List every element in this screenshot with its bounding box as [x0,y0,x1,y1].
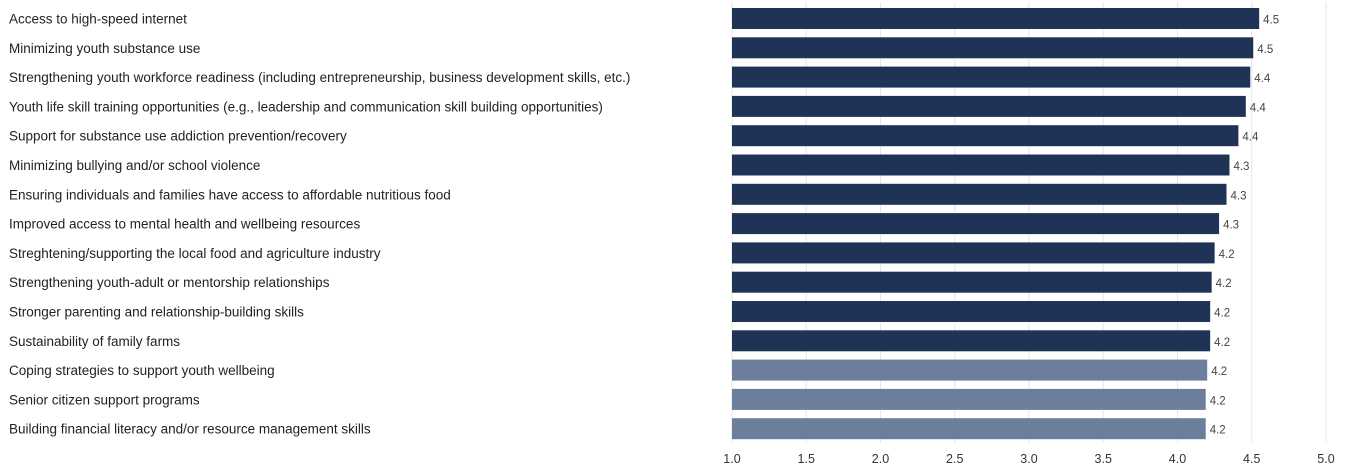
value-label: 4.4 [1242,132,1259,144]
category-label: Strengthening youth workforce readiness … [9,70,630,85]
bar [732,154,1230,176]
x-tick-label: 2.0 [872,452,889,466]
value-label: 4.4 [1250,102,1267,114]
category-label: Support for substance use addiction prev… [9,129,347,144]
value-label: 4.2 [1216,278,1232,290]
category-label: Building financial literacy and/or resou… [9,422,371,437]
category-label: Strengthening youth-adult or mentorship … [9,275,330,290]
x-tick-label: 4.5 [1243,452,1260,466]
value-label: 4.5 [1257,44,1273,56]
bar [732,330,1211,352]
category-label: Youth life skill training opportunities … [9,99,603,114]
bar [732,213,1220,235]
category-label: Senior citizen support programs [9,392,200,407]
x-tick-label: 4.0 [1169,452,1186,466]
x-tick-label: 1.5 [798,452,815,466]
x-tick-label: 3.5 [1095,452,1112,466]
value-label: 4.2 [1214,337,1230,349]
value-label: 4.3 [1233,161,1249,173]
value-label: 4.3 [1231,190,1247,202]
bar [732,388,1206,410]
bar [732,125,1239,147]
category-label: Stronger parenting and relationship-buil… [9,305,304,320]
bar [732,301,1211,322]
category-labels: Access to high-speed internet Minimizing … [9,12,630,437]
bar [732,242,1215,264]
value-label: 4.4 [1254,73,1271,85]
bar [732,37,1254,59]
x-axis-ticks: 1.0 1.5 2.0 2.5 3.0 3.5 4.0 4.5 5.0 [723,452,1334,466]
value-label: 4.2 [1210,425,1226,437]
bar [732,271,1212,293]
category-label: Ensuring individuals and families have a… [9,187,451,202]
bar [732,8,1260,29]
x-tick-label: 2.5 [946,452,963,466]
value-label: 4.2 [1211,366,1227,378]
category-label: Minimizing bullying and/or school violen… [9,158,260,173]
category-label: Sustainability of family farms [9,334,180,349]
value-label: 4.3 [1223,220,1239,232]
value-label: 4.2 [1219,249,1235,261]
category-label: Access to high-speed internet [9,12,187,27]
x-tick-label: 3.0 [1020,452,1037,466]
category-label: Improved access to mental health and wel… [9,217,360,232]
x-tick-label: 5.0 [1317,452,1334,466]
bar [732,183,1227,205]
bar [732,66,1251,88]
bar [732,95,1246,117]
value-labels: 4.5 4.5 4.4 4.4 4.4 4.3 4.3 4.3 4.2 4.2 4.2 4.2 4.2 4… [1210,15,1279,437]
value-label: 4.2 [1214,308,1230,320]
bar [732,418,1206,440]
value-label: 4.2 [1210,395,1226,407]
value-label: 4.5 [1263,15,1279,27]
x-tick-label: 1.0 [723,452,740,466]
bar [732,359,1208,381]
category-label: Minimizing youth substance use [9,41,200,56]
bars [732,8,1260,440]
category-label: Coping strategies to support youth wellb… [9,363,275,378]
category-label: Streghtening/supporting the local food a… [9,246,381,261]
